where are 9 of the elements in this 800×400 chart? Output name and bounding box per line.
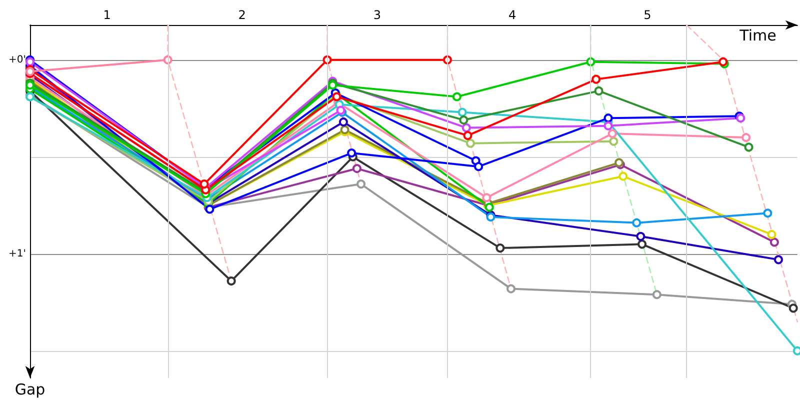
x-tick-label: 1 [103,8,111,22]
x-tick-label: 5 [644,8,652,22]
y-tick-label: +1' [8,248,26,260]
x-tick-label: 2 [238,8,246,22]
x-axis-title: Time [738,26,776,44]
x-tick-label: 4 [508,8,516,22]
y-tick-label: +0' [8,54,26,66]
y-axis-title: Gap [14,380,46,398]
x-tick-label: 3 [373,8,382,22]
